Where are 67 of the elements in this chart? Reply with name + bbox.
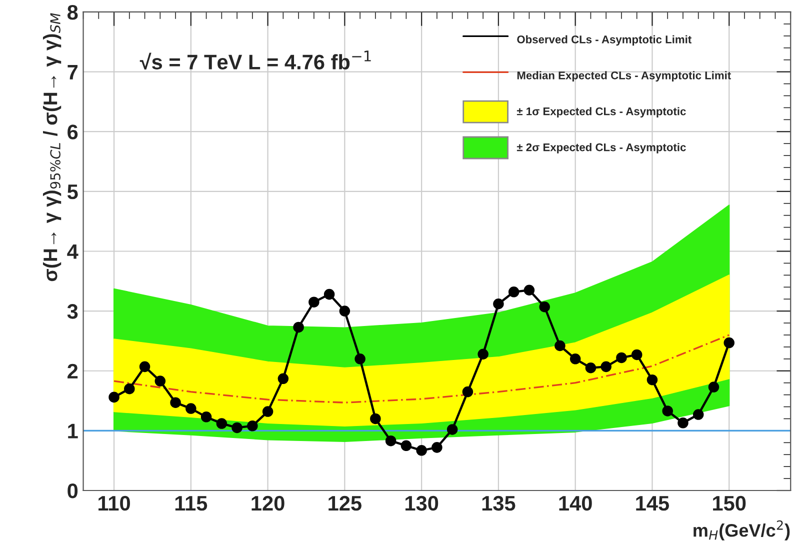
y-tick-label: 5 [67, 184, 78, 200]
point [600, 361, 612, 372]
point [616, 352, 627, 364]
point [232, 422, 242, 434]
point [446, 424, 458, 435]
point [247, 420, 258, 432]
x-tick-label: 140 [559, 496, 592, 511]
point [662, 406, 673, 416]
x-axis-title: m$_{H}$(GeV/c$^{2}$) [694, 520, 790, 540]
point [585, 362, 596, 374]
x-tick-label: 115 [175, 496, 208, 511]
annotation: √s = 7 TeV L = 4.76 fb$^{−1}$ [140, 50, 371, 70]
x-tick-label: 125 [328, 496, 362, 511]
point [200, 412, 212, 422]
point [400, 440, 412, 452]
point [524, 284, 535, 296]
point [278, 373, 289, 384]
y-tick-label: 3 [67, 304, 78, 319]
point [692, 409, 704, 420]
point [708, 382, 720, 392]
x-tick-label: 145 [636, 496, 670, 511]
y-tick-label: 1 [68, 424, 78, 438]
point [539, 301, 550, 312]
point [339, 306, 350, 316]
point [570, 354, 581, 364]
x-tick-label: 110 [98, 496, 130, 511]
point [370, 413, 381, 424]
point [554, 340, 566, 352]
point [631, 349, 642, 360]
point [416, 445, 427, 456]
point [293, 322, 304, 333]
point [262, 406, 274, 417]
point [170, 397, 181, 408]
point [462, 386, 474, 398]
y-tick-label: 6 [68, 124, 78, 140]
point [724, 337, 734, 348]
point [124, 383, 135, 394]
legend-label: ± 2σ Expected CLs - Asymptotic [516, 143, 686, 154]
line-series [113, 334, 730, 404]
legend-label: ± 1σ Expected CLs - Asymptotic [516, 107, 686, 118]
point [478, 348, 488, 360]
point [508, 286, 520, 298]
point [354, 354, 366, 364]
x-tick-label: 135 [482, 496, 516, 511]
y-tick-label: 0 [68, 484, 78, 498]
y-tick-label: 2 [68, 364, 78, 378]
point [216, 418, 228, 429]
point [432, 442, 442, 453]
point [678, 418, 688, 428]
y-tick-label: 8 [67, 4, 78, 20]
y-tick-label: 4 [67, 244, 78, 259]
y-tick-label: 7 [68, 65, 78, 80]
point [493, 298, 504, 310]
point [186, 403, 196, 414]
point [385, 435, 396, 446]
point [108, 392, 120, 403]
x-tick-label: 120 [252, 496, 284, 511]
point [139, 361, 150, 372]
point [308, 296, 320, 308]
point [154, 376, 166, 386]
x-tick-label: 130 [406, 496, 438, 511]
point [324, 288, 335, 300]
x-tick-label: 150 [713, 496, 746, 511]
legend-label: Median Expected CLs - Asymptotic Limit [517, 71, 731, 82]
legend-label: Observed CLs - Asymptotic Limit [517, 35, 692, 46]
point [646, 374, 658, 386]
y-axis-title: σ(H→ γ γ)$_{95%CL}$ / σ(H→ γ γ)$_{SM}$ [42, 13, 62, 282]
